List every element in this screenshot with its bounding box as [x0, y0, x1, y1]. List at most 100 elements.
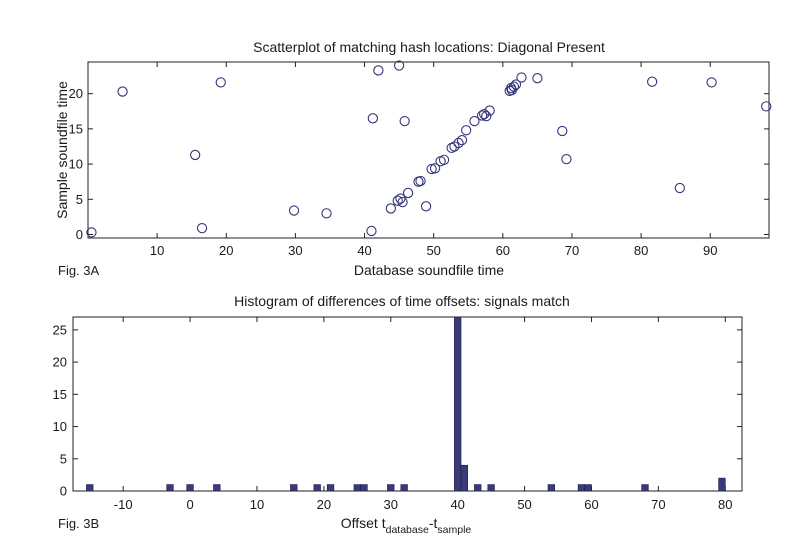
scatter-point	[453, 137, 464, 149]
histogram-bar	[313, 484, 321, 492]
scatter-point	[532, 73, 543, 84]
scatter-point	[415, 175, 426, 187]
histogram-ticks: -10 0 10 20 30 40 50 60 70 80 0 5 10 15 20 25	[53, 317, 742, 512]
scatter-point	[288, 205, 300, 216]
histogram-xtick-label: 30	[384, 497, 398, 512]
scatter-xtick-label: 20	[219, 243, 233, 258]
scatter-ytick-label: 15	[69, 121, 83, 136]
histogram-xtick-label: 0	[186, 497, 193, 512]
xlabel-minus-t: -t	[429, 515, 438, 531]
histogram-xlabel: Offset tdatabase-tsample	[341, 515, 472, 536]
scatter-point	[190, 149, 201, 161]
histogram-bar	[460, 464, 469, 492]
histogram-bar	[290, 484, 298, 492]
scatter-point	[385, 203, 396, 214]
histogram-bar	[186, 484, 194, 492]
scatter-axes-box	[87, 61, 770, 239]
histogram-ytick-label: 10	[53, 419, 67, 434]
scatter-point	[510, 79, 522, 90]
scatter-point	[117, 86, 128, 97]
scatter-point	[392, 195, 403, 206]
scatter-point	[561, 154, 572, 165]
histogram-bar	[387, 484, 395, 492]
scatter-xtick-label: 70	[565, 243, 579, 258]
histogram-xtick-label: 50	[517, 497, 531, 512]
scatter-point	[647, 76, 658, 87]
histogram-xtick-label: 10	[250, 497, 264, 512]
histogram-bar	[454, 316, 462, 492]
scatter-ytick-label: 10	[69, 157, 83, 172]
histogram-xtick-label: -10	[114, 497, 133, 512]
scatter-point	[426, 163, 437, 175]
scatter-point	[557, 125, 568, 137]
scatter-point	[508, 81, 520, 92]
scatter-point	[393, 60, 405, 71]
histogram-bar	[353, 484, 361, 492]
histogram-ytick-label: 15	[53, 387, 67, 402]
histogram-bar	[547, 484, 555, 492]
histogram-bars	[86, 316, 726, 492]
xlabel-sub-sample: sample	[437, 524, 471, 536]
scatter-point	[321, 208, 332, 219]
histogram-bar	[326, 484, 335, 492]
scatter-ytick-label: 5	[76, 192, 83, 207]
histogram-bar	[166, 484, 174, 492]
scatter-point	[402, 187, 414, 199]
scatter-point	[373, 65, 384, 76]
histogram-bar	[577, 484, 586, 492]
scatter-point	[476, 110, 488, 121]
scatter-point	[397, 196, 408, 208]
xlabel-sub-database: database	[386, 524, 429, 536]
histogram-bar	[718, 477, 726, 492]
scatter-point	[479, 108, 490, 120]
scatter-point	[399, 115, 410, 127]
scatter-point	[438, 154, 450, 166]
histogram-bar	[584, 484, 592, 492]
histogram-xtick-label: 70	[651, 497, 665, 512]
scatter-point	[461, 125, 472, 136]
scatter-point	[469, 115, 480, 127]
histogram-bar	[213, 484, 221, 492]
histogram-panel: Histogram of differences of time offsets…	[53, 293, 743, 536]
scatter-xtick-label: 50	[426, 243, 440, 258]
scatter-point	[366, 225, 377, 237]
histogram-bar	[360, 484, 368, 492]
scatter-point	[420, 201, 432, 212]
scatter-point	[429, 163, 441, 174]
histogram-bar	[641, 484, 649, 492]
histogram-ytick-label: 0	[60, 484, 67, 499]
scatter-xtick-label: 30	[288, 243, 302, 258]
histogram-bar	[474, 484, 482, 492]
scatter-xtick-label: 80	[634, 243, 648, 258]
scatter-xtick-label: 10	[150, 243, 164, 258]
histogram-ytick-label: 5	[60, 451, 67, 466]
xlabel-main: Offset t	[341, 515, 386, 531]
scatter-point	[456, 134, 468, 146]
histogram-ytick-label: 25	[53, 322, 67, 337]
histogram-xtick-label: 80	[718, 497, 732, 512]
scatter-point	[367, 113, 378, 124]
scatter-point	[481, 111, 492, 122]
scatter-ytick-label: 0	[76, 227, 83, 242]
scatter-points	[86, 60, 772, 238]
histogram-xtick-label: 60	[584, 497, 598, 512]
scatter-point	[674, 182, 685, 194]
scatter-point	[706, 77, 717, 88]
scatter-ticks: 10 20 30 40 50 60 70 80 90 0 5 10 15 20	[69, 62, 769, 258]
histogram-bar	[86, 484, 94, 492]
scatter-point	[446, 142, 457, 154]
scatter-point	[484, 105, 495, 116]
scatter-xtick-label: 90	[703, 243, 717, 258]
scatter-point	[215, 77, 226, 88]
scatter-xlabel: Database soundfile time	[354, 262, 504, 278]
scatter-point	[516, 72, 527, 83]
histogram-ytick-label: 20	[53, 355, 67, 370]
fig-3b-label: Fig. 3B	[58, 516, 99, 531]
histogram-bar	[400, 484, 408, 492]
scatter-point	[761, 101, 772, 112]
scatter-point	[196, 222, 208, 234]
scatter-xtick-label: 40	[357, 243, 371, 258]
scatter-panel: Scatterplot of matching hash locations: …	[54, 39, 772, 278]
